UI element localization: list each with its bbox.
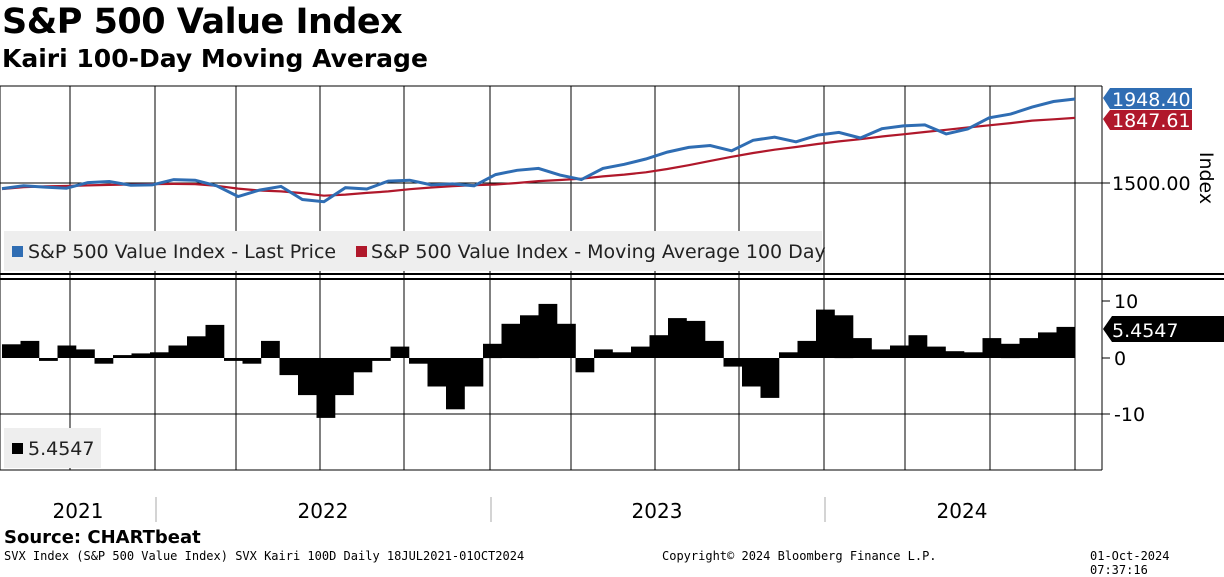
kairi-bar bbox=[39, 358, 58, 361]
kairi-bar bbox=[76, 349, 95, 358]
kairi-bar bbox=[760, 358, 780, 398]
legend-swatch-kairi bbox=[12, 443, 23, 454]
kairi-bar bbox=[797, 340, 817, 358]
kairi-bar bbox=[834, 315, 854, 359]
legend-label-kairi: 5.4547 bbox=[28, 438, 94, 460]
ytick-label-minus10: -10 bbox=[1114, 404, 1145, 426]
kairi-bar bbox=[982, 338, 1002, 358]
kairi-bar bbox=[964, 352, 983, 358]
y-axis-title: Index bbox=[1195, 152, 1217, 204]
ytick-label-10: 10 bbox=[1114, 291, 1138, 313]
kairi-bar bbox=[612, 352, 632, 358]
kairi-bar bbox=[94, 358, 114, 364]
kairi-bar bbox=[1056, 326, 1076, 358]
x-label-2024: 2024 bbox=[937, 499, 988, 523]
chart-title: S&P 500 Value Index bbox=[2, 2, 403, 42]
kairi-bar bbox=[279, 358, 299, 376]
kairi-bar bbox=[631, 346, 650, 358]
kairi-bar bbox=[1019, 338, 1039, 358]
kairi-bar bbox=[501, 323, 521, 358]
chart-subtitle: Kairi 100-Day Moving Average bbox=[2, 44, 428, 73]
kairi-bar bbox=[705, 340, 724, 358]
kairi-bar bbox=[390, 346, 410, 358]
kairi-bar bbox=[649, 335, 669, 358]
kairi-bar bbox=[927, 346, 946, 358]
kairi-bar bbox=[686, 320, 706, 358]
ytick-label-0: 0 bbox=[1114, 348, 1126, 370]
kairi-bar bbox=[742, 358, 761, 387]
kairi-bar bbox=[1038, 332, 1057, 358]
ma-value-tag bbox=[1103, 110, 1192, 130]
kairi-bar bbox=[446, 358, 465, 410]
kairi-bar bbox=[131, 353, 151, 358]
kairi-bar bbox=[205, 324, 225, 358]
kairi-bar bbox=[57, 345, 77, 358]
legend-swatch-ma bbox=[356, 246, 367, 257]
price-value-label: 1948.40 bbox=[1112, 89, 1191, 111]
price-legend-box bbox=[4, 231, 822, 271]
kairi-bar bbox=[723, 358, 743, 367]
kairi-value-label: 5.4547 bbox=[1112, 320, 1178, 342]
kairi-bar bbox=[1001, 343, 1020, 359]
ma-value-label: 1847.61 bbox=[1112, 110, 1191, 132]
kairi-bars bbox=[2, 303, 1076, 418]
footer-copyright: Copyright© 2024 Bloomberg Finance L.P. bbox=[662, 549, 937, 563]
kairi-bar bbox=[2, 344, 21, 358]
ytick-label-1500: 1500.00 bbox=[1112, 173, 1191, 195]
legend-label-price: S&P 500 Value Index - Last Price bbox=[28, 241, 336, 263]
kairi-bar bbox=[890, 345, 909, 358]
legend-swatch-price bbox=[12, 246, 23, 257]
kairi-bar bbox=[668, 318, 687, 358]
footer-timestamp: 01-Oct-2024 07:37:16 bbox=[1090, 549, 1170, 577]
source-note: Source: CHARTbeat bbox=[4, 527, 201, 548]
kairi-bar bbox=[187, 336, 206, 358]
moving-average-line bbox=[1, 116, 1076, 197]
kairi-bar bbox=[261, 340, 280, 358]
kairi-bar bbox=[150, 352, 169, 358]
kairi-bar bbox=[853, 338, 872, 358]
kairi-bar bbox=[816, 309, 835, 358]
x-label-2021: 2021 bbox=[53, 499, 104, 523]
kairi-bar bbox=[298, 358, 317, 396]
kairi-bar bbox=[464, 358, 484, 387]
kairi-bar bbox=[520, 315, 539, 359]
kairi-bar bbox=[372, 358, 391, 361]
kairi-bar bbox=[871, 349, 891, 358]
kairi-bar bbox=[483, 343, 502, 359]
x-label-2023: 2023 bbox=[632, 499, 683, 523]
kairi-bar bbox=[594, 349, 613, 358]
kairi-bar bbox=[242, 358, 262, 364]
kairi-bar bbox=[538, 303, 558, 358]
kairi-bar bbox=[557, 323, 576, 358]
price-value-tag bbox=[1103, 88, 1192, 109]
kairi-value-tag bbox=[1103, 316, 1224, 342]
kairi-bar bbox=[427, 358, 447, 387]
kairi-bar bbox=[908, 335, 928, 358]
kairi-bar bbox=[779, 352, 798, 358]
footer-series-info: SVX Index (S&P 500 Value Index) SVX Kair… bbox=[4, 549, 525, 563]
kairi-bar bbox=[575, 358, 595, 373]
kairi-bar bbox=[353, 358, 373, 373]
kairi-bar bbox=[409, 358, 428, 364]
kairi-bar bbox=[168, 345, 188, 358]
kairi-bar bbox=[224, 358, 243, 361]
kairi-bar bbox=[113, 355, 132, 358]
kairi-bar bbox=[335, 358, 354, 396]
kairi-bar bbox=[945, 351, 965, 358]
kairi-bar bbox=[20, 340, 40, 358]
legend-label-ma: S&P 500 Value Index - Moving Average 100… bbox=[371, 241, 826, 263]
x-label-2022: 2022 bbox=[298, 499, 349, 523]
kairi-bar bbox=[316, 358, 336, 418]
last-price-line bbox=[1, 97, 1076, 204]
vertical-gridlines bbox=[69, 86, 1076, 470]
